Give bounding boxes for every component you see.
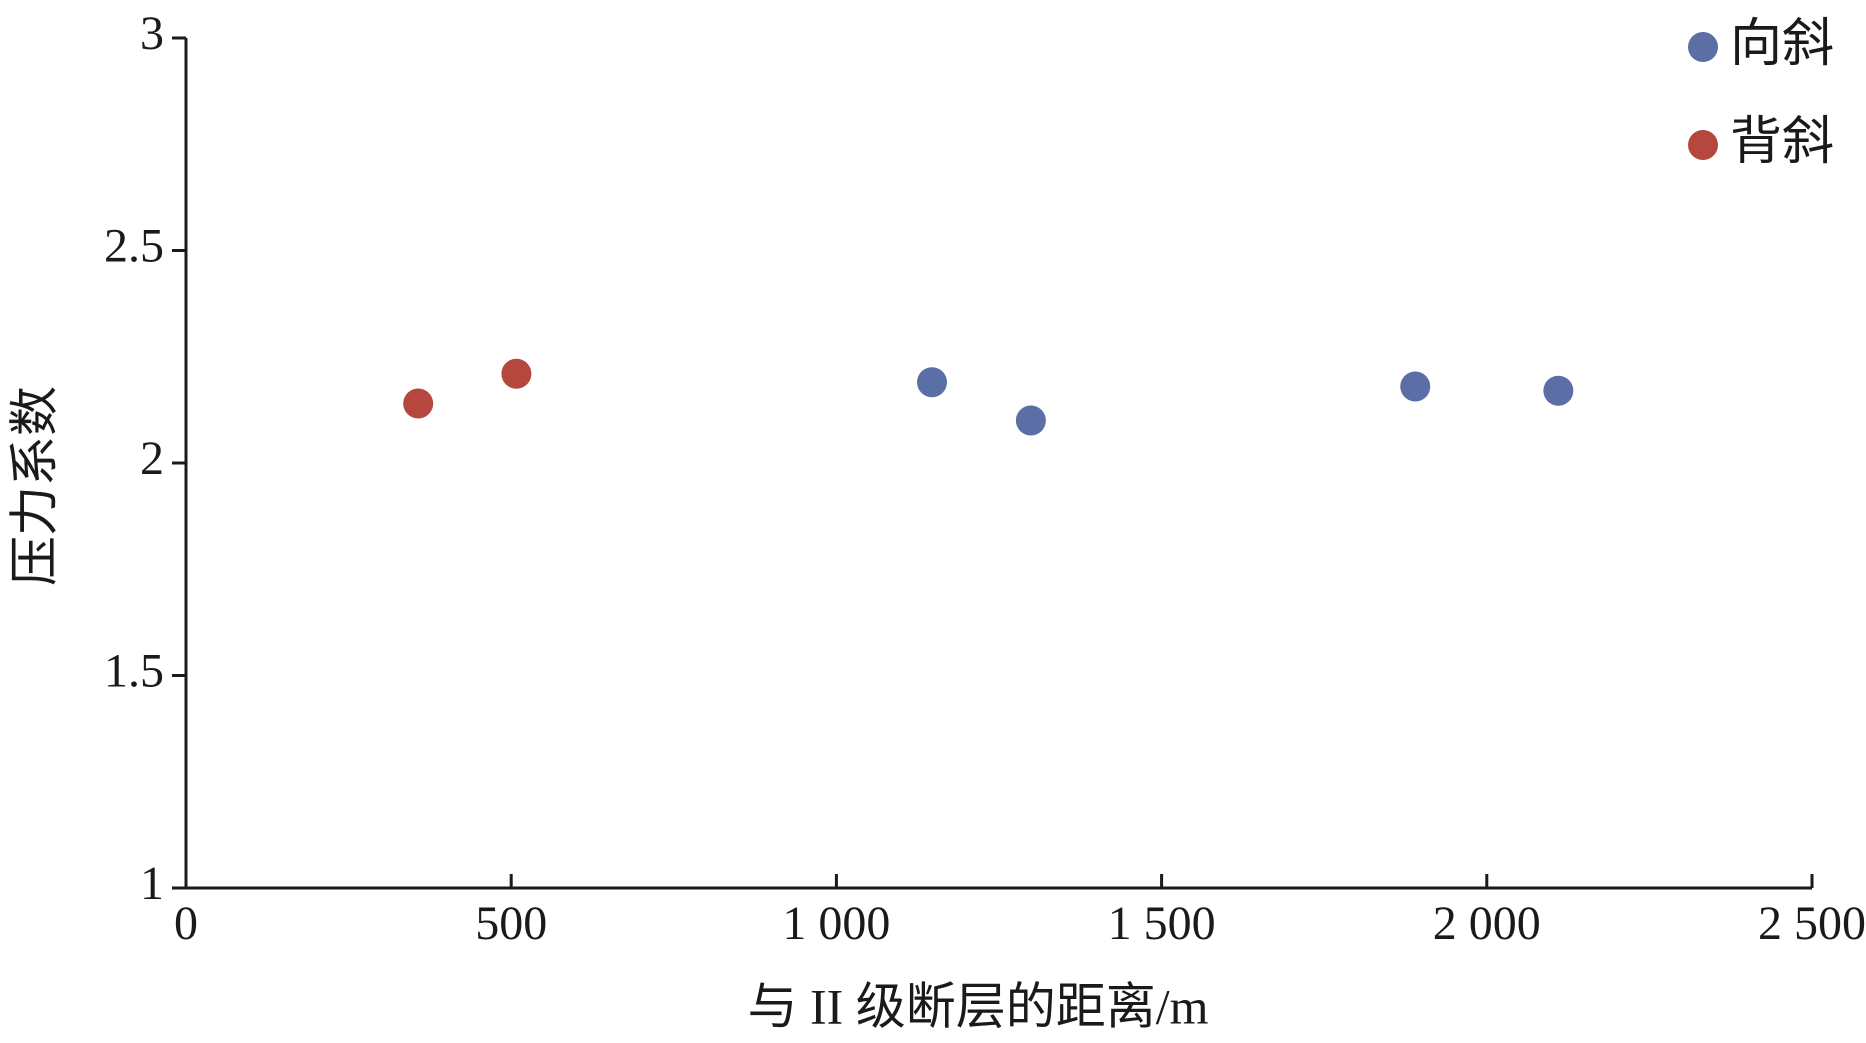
y-tick-label: 2.5 (104, 220, 164, 273)
legend-marker (1688, 130, 1718, 160)
x-axis-title: 与 II 级断层的距离/m (747, 978, 1208, 1034)
data-point (917, 367, 948, 398)
legend-marker (1688, 32, 1718, 62)
data-point (501, 358, 532, 389)
legend-label: 背斜 (1730, 114, 1834, 171)
x-tick-label: 0 (174, 897, 198, 950)
y-tick-label: 1.5 (104, 645, 164, 698)
data-point (1015, 405, 1046, 436)
data-point (403, 388, 434, 419)
data-point (1400, 371, 1431, 402)
legend-label: 向斜 (1730, 16, 1834, 73)
data-point (1543, 375, 1574, 406)
y-tick-label: 2 (140, 432, 164, 485)
y-axis-title: 压力系数 (6, 386, 62, 586)
x-tick-label: 1 000 (782, 897, 890, 950)
x-tick-label: 1 500 (1108, 897, 1216, 950)
x-tick-label: 2 000 (1433, 897, 1541, 950)
y-tick-label: 1 (140, 857, 164, 910)
x-tick-label: 500 (475, 897, 547, 950)
x-tick-label: 2 500 (1758, 897, 1866, 950)
y-tick-label: 3 (140, 7, 164, 60)
